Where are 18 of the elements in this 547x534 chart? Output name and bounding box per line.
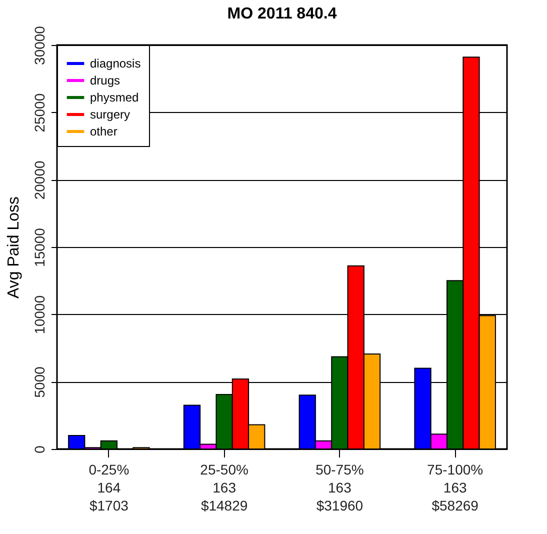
legend-label: diagnosis (90, 56, 141, 70)
legend-label: drugs (90, 74, 120, 88)
chart-title: MO 2011 840.4 (227, 6, 337, 23)
y-tick-label: 10000 (32, 295, 48, 334)
legend-label: physmed (90, 90, 139, 104)
y-tick-label: 0 (32, 445, 48, 454)
y-axis-title: Avg Paid Loss (6, 196, 22, 298)
y-tick-label: 20000 (32, 160, 48, 200)
y-tick-label: 15000 (32, 228, 48, 267)
x-tick-label: 75-100% 163 $58269 (427, 462, 484, 514)
x-tick-label: 50-75% 163 $31960 (316, 462, 364, 514)
y-tick-label: 30000 (32, 26, 48, 65)
x-tick-label: 0-25% 164 $1703 (88, 462, 130, 514)
x-tick-label: 25-50% 163 $14829 (200, 462, 248, 514)
y-tick-label: 5000 (32, 366, 48, 398)
legend-label: other (90, 124, 118, 138)
legend-label: surgery (90, 108, 130, 122)
y-tick-label: 25000 (32, 93, 48, 132)
